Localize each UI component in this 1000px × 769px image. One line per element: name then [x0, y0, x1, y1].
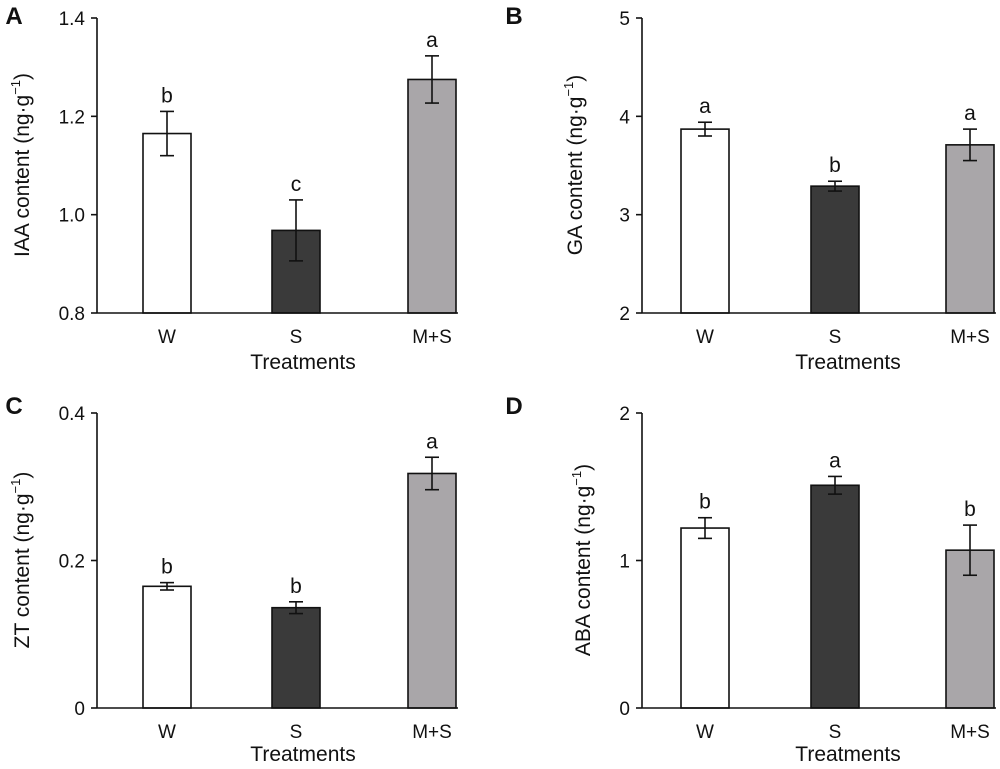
y-tick-label: 2: [619, 304, 630, 325]
bar-w: [142, 132, 192, 314]
x-tick-label: S: [829, 722, 842, 743]
x-tick-label: W: [696, 722, 714, 743]
y-axis-title-sup: −1: [8, 80, 23, 95]
significance-label: a: [829, 449, 841, 472]
significance-label: b: [964, 498, 976, 521]
panel-letter: C: [5, 393, 22, 420]
panel-letter: A: [5, 3, 22, 30]
x-tick-label: S: [290, 722, 303, 743]
error-bar: [289, 199, 303, 262]
y-tick-label: 0.8: [59, 304, 85, 325]
error-bar: [425, 456, 439, 491]
bar-s: [810, 185, 860, 314]
x-tick-label: W: [158, 722, 176, 743]
bar-mpluss: [945, 144, 995, 314]
significance-label: a: [699, 95, 711, 118]
x-tick-label: S: [829, 327, 842, 348]
significance-label: a: [426, 29, 438, 52]
y-axis-title-close: ): [11, 472, 34, 479]
error-bar: [828, 475, 842, 495]
bar-mpluss: [945, 549, 995, 709]
x-tick-label: M+S: [950, 722, 990, 743]
x-axis-title: Treatments: [250, 743, 355, 766]
x-tick-label: S: [290, 327, 303, 348]
error-bar: [160, 581, 174, 591]
error-bar: [698, 516, 712, 540]
significance-label: b: [829, 154, 841, 177]
y-axis-title-main: GA content (ng·g: [564, 97, 587, 256]
y-tick-label: 0.4: [59, 404, 86, 425]
y-axis-title-sup: −1: [561, 82, 576, 97]
error-bar: [698, 121, 712, 137]
x-tick-label: M+S: [412, 722, 452, 743]
y-axis-title-close: ): [11, 73, 34, 80]
bar-w: [142, 585, 192, 709]
y-axis-title-close: ): [572, 464, 595, 471]
y-axis-title-sup: −1: [8, 479, 23, 494]
bar-mpluss: [407, 472, 457, 709]
panel-letter: D: [505, 393, 522, 420]
error-bar: [963, 524, 977, 577]
bar-s: [810, 484, 860, 709]
panel-d: Db Wa Sb M+S 0 1 2 Treatments ABA content (ng·g−…: [505, 393, 996, 766]
y-tick-label: 1.0: [59, 206, 85, 227]
significance-label: b: [699, 491, 711, 514]
bar-s: [271, 606, 321, 709]
y-axis-title: ZT content (ng·g−1): [8, 472, 34, 649]
y-axis-title-main: IAA content (ng·g: [11, 95, 34, 257]
y-tick-label: 1.2: [59, 107, 85, 128]
x-tick-label: W: [696, 327, 714, 348]
y-tick-label: 0: [74, 699, 85, 720]
x-tick-label: M+S: [950, 327, 990, 348]
panel-c: Cb Wb Sa M+S 0 0.2 0.4 Treatments ZT content (ng…: [5, 393, 458, 766]
error-bar: [425, 55, 439, 104]
panel-letter: B: [505, 3, 522, 30]
significance-label: a: [964, 102, 976, 125]
y-tick-label: 4: [619, 107, 630, 128]
y-tick-label: 0: [619, 699, 630, 720]
panel-b: Ba Wb Sa M+S 2 3 4 5 Treatments GA content (ng·g−…: [505, 3, 996, 374]
y-axis-title-sup: −1: [569, 471, 584, 486]
y-axis-title: GA content (ng·g−1): [561, 75, 587, 256]
y-axis-title-main: ZT content (ng·g: [11, 493, 34, 648]
y-axis-title-main: ABA content (ng·g: [572, 486, 595, 656]
x-tick-label: M+S: [412, 327, 452, 348]
significance-label: b: [161, 84, 173, 107]
x-tick-label: W: [158, 327, 176, 348]
y-tick-label: 5: [619, 9, 630, 30]
y-tick-label: 0.2: [59, 552, 85, 573]
y-tick-label: 1.4: [59, 9, 86, 30]
y-tick-label: 3: [619, 206, 630, 227]
bar-w: [680, 128, 730, 314]
significance-label: a: [426, 430, 438, 453]
x-axis-title: Treatments: [795, 743, 900, 766]
significance-label: c: [291, 173, 302, 196]
bar-mpluss: [407, 78, 457, 314]
y-axis-title: ABA content (ng·g−1): [569, 464, 595, 656]
significance-label: b: [290, 575, 302, 598]
x-axis-title: Treatments: [250, 351, 355, 374]
x-axis-title: Treatments: [795, 351, 900, 374]
y-axis-title: IAA content (ng·g−1): [8, 73, 34, 257]
y-axis-title-close: ): [564, 75, 587, 82]
error-bar: [160, 110, 174, 157]
error-bar: [828, 180, 842, 192]
error-bar: [963, 128, 977, 162]
bar-w: [680, 527, 730, 709]
error-bar: [289, 600, 303, 615]
significance-label: b: [161, 556, 173, 579]
y-tick-label: 1: [619, 552, 630, 573]
panel-a: Ab Wc Sa M+S 0.8 1.0 1.2 1.4 Treatments IAA conte…: [5, 3, 458, 374]
y-tick-label: 2: [619, 404, 630, 425]
